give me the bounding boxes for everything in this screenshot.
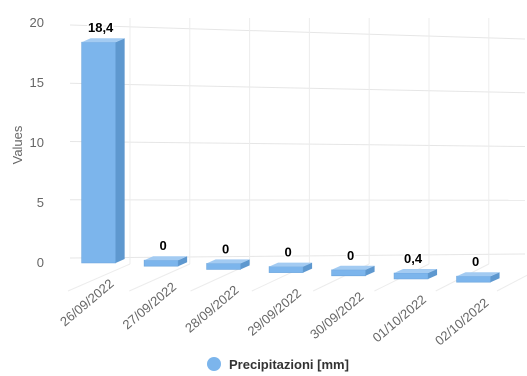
bar-top-face [394,269,438,273]
x-tick-label: 30/09/2022 [307,289,366,342]
data-label: 0 [222,241,229,256]
grid-line-h [69,253,526,259]
y-tick-label: 10 [30,135,44,150]
bar-front-face [268,266,304,273]
bar-side-face [428,269,438,279]
bar-3[interactable] [206,259,250,270]
data-label: 0,4 [404,251,423,266]
data-label: 0 [160,238,167,253]
grid-line-h [69,141,526,147]
bar-front-face [331,269,366,277]
bar-front-face [206,263,241,270]
grid-line-h [69,82,526,94]
x-tick-label: 29/09/2022 [245,285,304,338]
bar-1[interactable] [81,38,125,264]
bar-top-face [206,259,250,264]
bar-front-face [456,275,491,283]
bar-side-face [240,259,250,270]
y-tick-label: 20 [30,15,44,30]
bar-side-face [115,38,125,264]
bar-side-face [365,265,375,276]
bar-2[interactable] [143,256,188,267]
data-label: 0 [347,248,354,263]
bar-top-face [144,256,188,261]
data-label: 0 [284,245,291,260]
x-tick-label: 27/09/2022 [120,279,179,332]
bar-7[interactable] [456,272,500,283]
grid-line-h [69,24,526,40]
bar-top-face [81,38,125,43]
data-label: 18,4 [88,20,114,35]
grid-lines [67,18,527,292]
legend-marker [207,357,221,371]
bar-series [81,38,500,283]
y-tick-label: 15 [30,75,44,90]
bar-top-face [269,262,313,267]
bar-6[interactable] [393,269,438,280]
bar-side-face [303,262,313,273]
x-axis-ticks: 26/09/2022 27/09/2022 28/09/2022 29/09/2022… [57,276,491,349]
x-tick-label: 28/09/2022 [182,282,241,335]
x-tick-label: 01/10/2022 [370,292,429,345]
x-tick-label: 02/10/2022 [432,295,491,348]
bar-top-face [456,272,500,277]
data-label: 0 [472,254,479,269]
bar-top-face [331,265,375,270]
grid-line-floor [67,263,131,292]
bar-front-face [143,259,179,267]
grid-line-h [69,199,526,201]
bar-4[interactable] [268,262,313,273]
bar-side-face [490,272,500,283]
bar-front-face [81,41,116,264]
bar-front-face [393,272,429,280]
legend[interactable]: Precipitazioni [mm] [207,357,349,372]
y-tick-label: 0 [37,255,44,270]
data-labels: 18,4 0 0 0 0 0,4 0 [86,19,480,271]
y-axis-ticks: 0 5 10 15 20 [30,15,44,270]
grid-line-floor [129,263,191,292]
legend-label[interactable]: Precipitazioni [mm] [229,357,349,372]
y-axis-title: Values [10,125,25,164]
bar-5[interactable] [331,265,375,277]
grid-line-floor [496,274,527,292]
y-tick-label: 5 [37,195,44,210]
bar-side-face [178,256,188,267]
x-tick-label: 26/09/2022 [57,276,116,329]
